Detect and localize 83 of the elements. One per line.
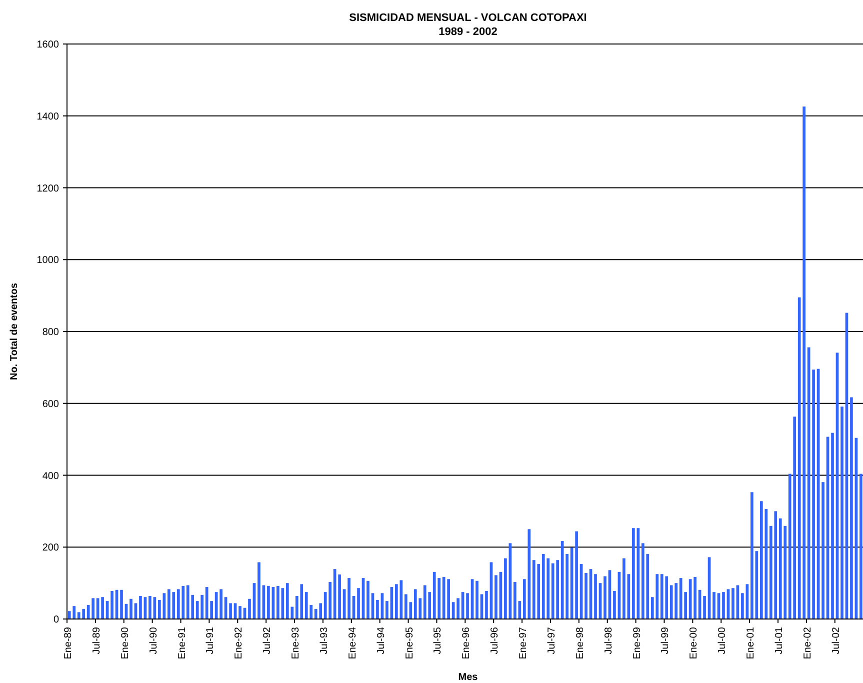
y-tick-label: 1400 (36, 111, 60, 122)
chart-title: SISMICIDAD MENSUAL - VOLCAN COTOPAXI (349, 12, 587, 24)
y-tick-label: 1200 (36, 183, 60, 194)
y-tick-label: 1600 (36, 40, 60, 50)
bar (220, 589, 222, 619)
bar (860, 474, 862, 619)
x-tick-label: Jul-93 (318, 626, 330, 654)
x-tick-label: Jul-94 (376, 626, 387, 654)
bar (504, 558, 507, 619)
x-tick-label: Jul-01 (774, 626, 785, 654)
x-tick-label: Jul-00 (717, 626, 728, 654)
bar (831, 432, 834, 619)
x-tick-label: Jul-98 (603, 626, 614, 654)
x-tick-label: Jul-99 (660, 626, 672, 654)
y-tick-label: 800 (42, 327, 60, 338)
bar (248, 598, 251, 619)
bar (722, 592, 725, 619)
bar (120, 590, 123, 619)
x-tick-label: Jul-02 (830, 626, 842, 654)
x-tick-label: Jul-89 (91, 626, 102, 654)
chart-subtitle: 1989 - 2002 (438, 26, 498, 38)
bar (476, 580, 478, 619)
x-tick-label: Ene-98 (574, 626, 586, 660)
bar (130, 598, 132, 619)
y-tick-label: 0 (53, 614, 60, 626)
bar (229, 603, 232, 619)
bar (338, 574, 341, 619)
bar (348, 578, 350, 619)
y-tick-label: 400 (42, 470, 60, 482)
x-tick-label: Ene-96 (461, 626, 472, 660)
bar (386, 601, 388, 619)
bar (613, 590, 616, 619)
y-tick-label: 600 (42, 398, 60, 410)
bar (456, 598, 460, 619)
bar (584, 573, 588, 619)
bar (575, 531, 578, 619)
x-tick-label: Jul-91 (205, 626, 216, 654)
bar (850, 397, 853, 619)
x-tick-label: Jul-92 (262, 626, 274, 654)
bar (258, 562, 260, 619)
bar (822, 482, 824, 619)
x-tick-label: Ene-89 (63, 626, 74, 660)
y-axis-title: No. Total de eventos (9, 282, 20, 380)
bar (604, 576, 606, 619)
x-tick-label: Ene-02 (802, 626, 814, 660)
x-axis-title: Mes (458, 672, 478, 683)
x-tick-label: Ene-93 (290, 626, 302, 660)
bar (366, 580, 370, 619)
bar (732, 588, 734, 619)
x-tick-label: Jul-95 (432, 626, 444, 654)
x-tick-label: Ene-95 (404, 626, 416, 660)
bar (840, 406, 844, 619)
bar (139, 596, 142, 619)
bar (712, 592, 716, 619)
bar (267, 586, 270, 619)
bar (494, 575, 498, 619)
x-tick-label: Ene-91 (176, 626, 188, 660)
x-tick-label: Ene-00 (688, 626, 700, 660)
bar (594, 574, 597, 619)
bar (741, 593, 744, 619)
y-tick-label: 200 (42, 542, 60, 554)
bar (101, 597, 104, 619)
x-tick-label: Ene-99 (632, 626, 643, 660)
bar (357, 588, 360, 619)
x-tick-label: Ene-97 (518, 626, 530, 660)
bar (812, 370, 815, 619)
y-tick-label: 1000 (36, 255, 60, 266)
bar (466, 593, 469, 619)
bar (376, 600, 379, 619)
x-tick-label: Jul-97 (546, 626, 558, 654)
bar (694, 576, 696, 619)
bar (485, 590, 488, 619)
x-tick-label: Ene-90 (120, 626, 131, 660)
bar (703, 596, 706, 619)
x-tick-label: Ene-92 (234, 626, 245, 660)
x-tick-label: Jul-96 (490, 626, 501, 654)
bar (238, 606, 242, 619)
bar (148, 596, 152, 619)
x-tick-label: Ene-94 (347, 626, 358, 660)
x-tick-label: Ene-01 (746, 626, 757, 660)
x-tick-label: Jul-90 (148, 626, 160, 654)
bar (622, 558, 626, 619)
bar (110, 590, 114, 619)
